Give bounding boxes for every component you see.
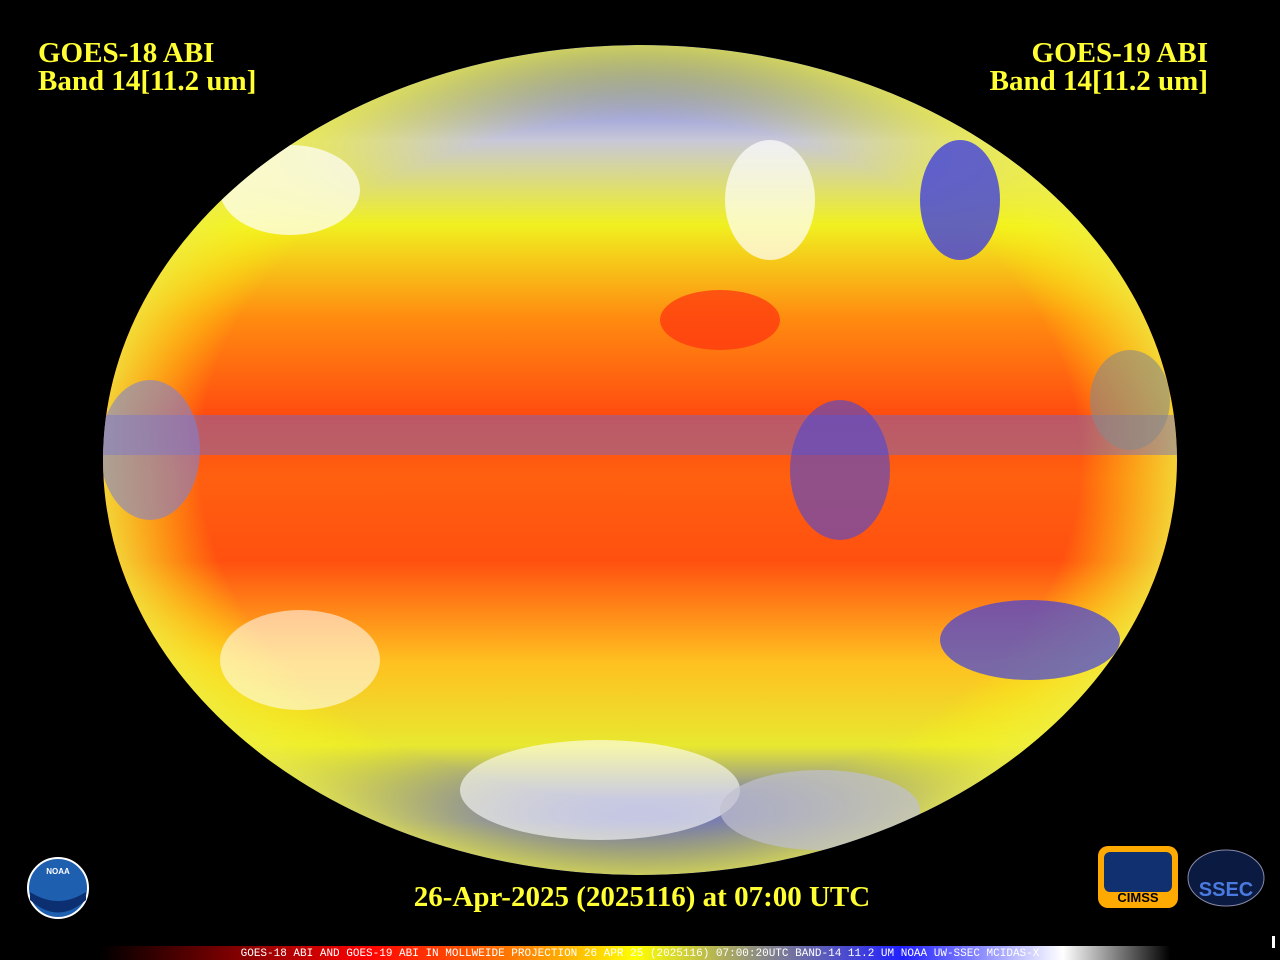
color-bar (100, 946, 1170, 960)
ssec-text: SSEC (1199, 879, 1253, 901)
right-satellite: GOES-19 ABI (1032, 37, 1208, 69)
noaa-text: NOAA (46, 867, 70, 876)
noaa-logo: NOAA (27, 857, 89, 919)
left-band: Band 14[11.2 um] (38, 65, 256, 97)
left-satellite: GOES-18 ABI (38, 37, 214, 69)
cursor-mark (1272, 936, 1275, 948)
timestamp: 26-Apr-2025 (2025116) at 07:00 UTC (414, 881, 870, 913)
cimss-text: CIMSS (1117, 890, 1159, 905)
earth-disk (103, 45, 1177, 875)
footer: GOES-18 ABI AND GOES-19 ABI IN MOLLWEIDE… (241, 948, 1040, 960)
cimss-logo: CIMSS (1098, 846, 1178, 908)
ssec-logo: SSEC (1187, 849, 1265, 907)
right-band: Band 14[11.2 um] (990, 65, 1208, 97)
